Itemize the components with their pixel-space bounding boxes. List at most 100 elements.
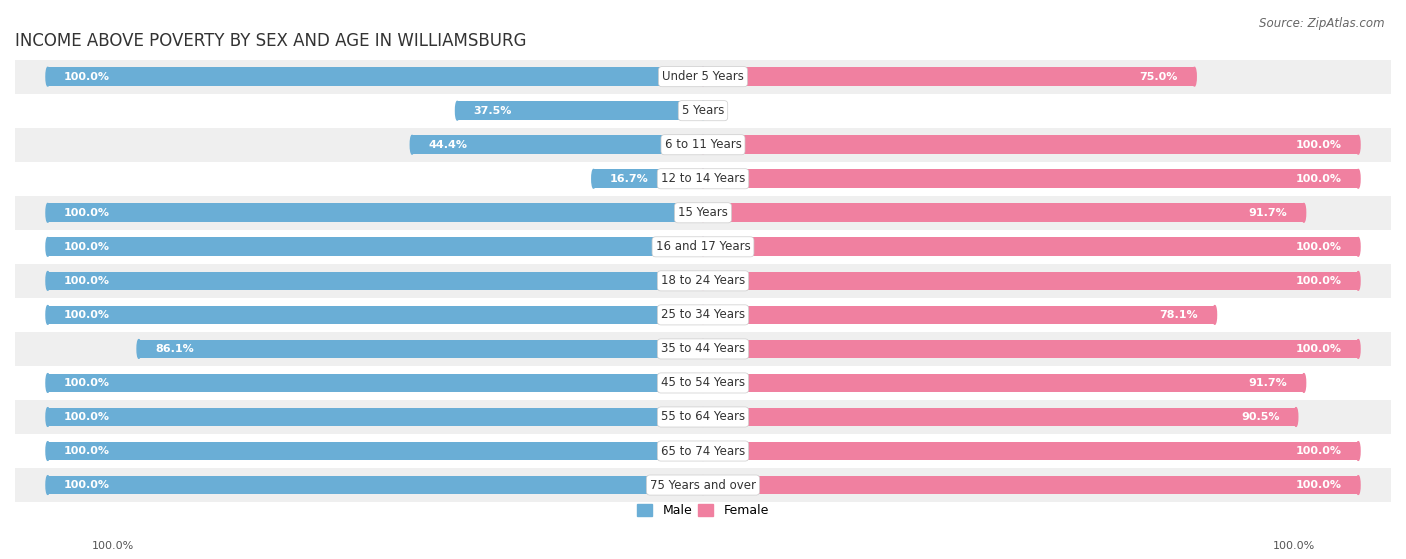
Text: 100.0%: 100.0% [65, 412, 110, 422]
Circle shape [136, 339, 141, 358]
Circle shape [702, 339, 704, 358]
Text: 15 Years: 15 Years [678, 206, 728, 219]
Circle shape [46, 408, 49, 427]
Circle shape [702, 169, 704, 188]
Circle shape [592, 169, 595, 188]
Circle shape [702, 476, 704, 494]
Circle shape [1357, 476, 1360, 494]
Circle shape [1357, 169, 1360, 188]
Bar [15, 366, 1391, 400]
Text: 100.0%: 100.0% [65, 242, 110, 252]
Circle shape [702, 408, 704, 427]
Text: 100.0%: 100.0% [1296, 276, 1341, 286]
Text: Source: ZipAtlas.com: Source: ZipAtlas.com [1260, 17, 1385, 30]
Circle shape [702, 203, 704, 222]
Bar [15, 60, 1391, 94]
Circle shape [702, 203, 704, 222]
Circle shape [1357, 238, 1360, 256]
Circle shape [46, 67, 49, 86]
Bar [48, 476, 703, 494]
Bar [15, 332, 1391, 366]
Bar [703, 67, 1195, 86]
Circle shape [702, 408, 704, 427]
Text: 100.0%: 100.0% [65, 310, 110, 320]
Bar [15, 127, 1391, 162]
Bar [48, 306, 703, 324]
Bar [48, 272, 703, 290]
Text: 78.1%: 78.1% [1160, 310, 1198, 320]
Bar [15, 162, 1391, 196]
Text: 12 to 14 Years: 12 to 14 Years [661, 172, 745, 185]
Text: 100.0%: 100.0% [1296, 140, 1341, 150]
Bar [15, 230, 1391, 264]
Text: 100.0%: 100.0% [91, 541, 134, 551]
Text: 100.0%: 100.0% [65, 72, 110, 82]
Circle shape [702, 67, 704, 86]
Text: 65 to 74 Years: 65 to 74 Years [661, 444, 745, 457]
Text: 25 to 34 Years: 25 to 34 Years [661, 309, 745, 321]
Text: 100.0%: 100.0% [1296, 344, 1341, 354]
Circle shape [46, 203, 49, 222]
Bar [703, 442, 1358, 461]
Legend: Male, Female: Male, Female [633, 499, 773, 522]
Circle shape [702, 476, 704, 494]
Text: 55 to 64 Years: 55 to 64 Years [661, 410, 745, 424]
Circle shape [46, 442, 49, 461]
Bar [412, 135, 703, 154]
Bar [48, 442, 703, 461]
Bar [139, 339, 703, 358]
Text: INCOME ABOVE POVERTY BY SEX AND AGE IN WILLIAMSBURG: INCOME ABOVE POVERTY BY SEX AND AGE IN W… [15, 32, 526, 50]
Circle shape [702, 442, 704, 461]
Bar [703, 476, 1358, 494]
Text: 75.0%: 75.0% [1140, 72, 1178, 82]
Circle shape [1357, 339, 1360, 358]
Circle shape [1302, 203, 1306, 222]
Circle shape [702, 339, 704, 358]
Circle shape [1302, 373, 1306, 392]
Circle shape [1192, 67, 1197, 86]
Bar [703, 203, 1303, 222]
Bar [15, 400, 1391, 434]
Bar [15, 298, 1391, 332]
Bar [703, 408, 1296, 427]
Circle shape [702, 306, 704, 324]
Circle shape [456, 101, 460, 120]
Text: 100.0%: 100.0% [1296, 174, 1341, 184]
Bar [457, 101, 703, 120]
Circle shape [702, 135, 704, 154]
Bar [15, 434, 1391, 468]
Circle shape [702, 238, 704, 256]
Text: 91.7%: 91.7% [1249, 378, 1288, 388]
Circle shape [702, 238, 704, 256]
Circle shape [702, 373, 704, 392]
Bar [48, 67, 703, 86]
Circle shape [46, 306, 49, 324]
Bar [15, 264, 1391, 298]
Text: 91.7%: 91.7% [1249, 208, 1288, 218]
Text: 5 Years: 5 Years [682, 104, 724, 117]
Text: 18 to 24 Years: 18 to 24 Years [661, 274, 745, 287]
Circle shape [702, 306, 704, 324]
Bar [15, 94, 1391, 127]
Text: 37.5%: 37.5% [474, 106, 512, 116]
Text: 16 and 17 Years: 16 and 17 Years [655, 240, 751, 253]
Bar [703, 169, 1358, 188]
Bar [48, 238, 703, 256]
Circle shape [702, 373, 704, 392]
Circle shape [1294, 408, 1298, 427]
Text: 100.0%: 100.0% [65, 480, 110, 490]
Circle shape [411, 135, 413, 154]
Circle shape [1357, 135, 1360, 154]
Text: 100.0%: 100.0% [1296, 242, 1341, 252]
Circle shape [46, 476, 49, 494]
Text: 100.0%: 100.0% [65, 276, 110, 286]
Circle shape [46, 238, 49, 256]
Bar [703, 135, 1358, 154]
Text: 75 Years and over: 75 Years and over [650, 479, 756, 491]
Text: 16.7%: 16.7% [610, 174, 648, 184]
Circle shape [1213, 306, 1216, 324]
Circle shape [46, 272, 49, 290]
Text: 100.0%: 100.0% [65, 208, 110, 218]
Bar [15, 468, 1391, 502]
Text: 44.4%: 44.4% [429, 140, 467, 150]
